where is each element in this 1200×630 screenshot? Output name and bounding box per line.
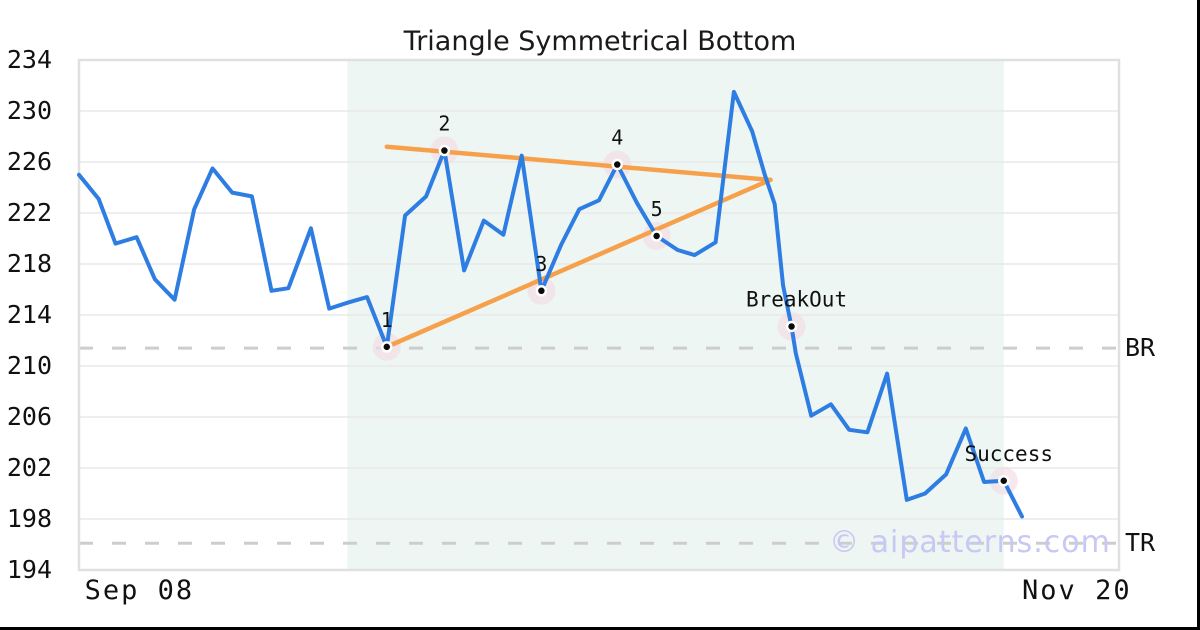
y-tick-label: 226 [6,147,52,176]
plot-border [77,58,1121,572]
point-label: 3 [535,252,547,276]
point-label: 1 [381,308,393,332]
y-tick-label: 218 [6,249,52,278]
annotation-label: BreakOut [746,287,847,311]
y-tick-label: 198 [6,504,52,533]
trendline-lower [384,177,773,350]
point-marker [535,285,548,297]
point-marker [785,320,798,333]
point-label: 2 [438,112,450,136]
y-tick-label: 230 [6,96,52,125]
point-label: 4 [611,126,623,150]
level-label-br: BR [1125,333,1156,363]
price-line [77,89,1024,519]
point-marker [438,144,451,157]
annotation-label: Success [964,442,1053,466]
y-tick-label: 194 [6,555,52,584]
point-label: 5 [651,197,663,221]
y-tick-label: 206 [6,402,52,431]
point-marker [381,341,393,353]
y-tick-label: 202 [6,453,52,482]
x-tick-label-start: Sep 08 [84,575,195,606]
y-tick-label: 234 [6,45,52,74]
y-tick-label: 210 [6,351,52,380]
page-title: Triangle Symmetrical Bottom [403,26,797,57]
point-marker [611,158,624,171]
x-tick-label-end: Nov 20 [1022,575,1132,606]
point-marker [998,475,1010,487]
trendline-upper [384,144,773,183]
y-tick-label: 222 [6,198,52,227]
level-label-tr: TR [1125,528,1156,558]
point-marker [650,230,663,242]
y-tick-label: 214 [6,300,52,329]
